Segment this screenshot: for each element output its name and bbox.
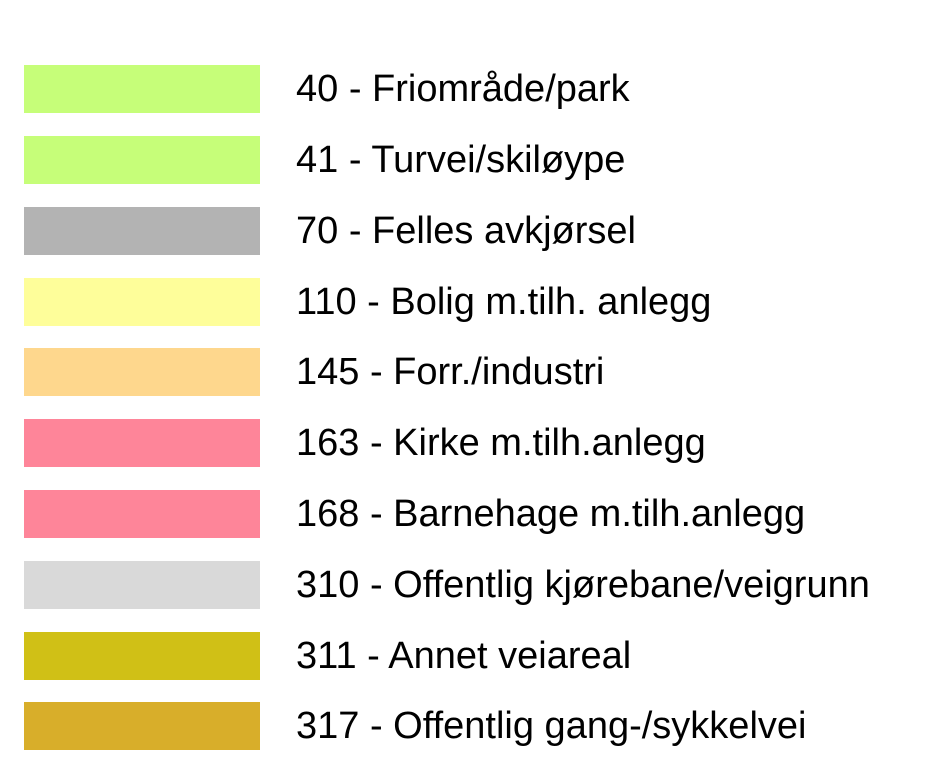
legend-item-forr-industri: 145 - Forr./industri xyxy=(0,348,938,396)
legend-label: 163 - Kirke m.tilh.anlegg xyxy=(296,422,706,464)
legend-item-kirke: 163 - Kirke m.tilh.anlegg xyxy=(0,419,938,467)
legend-label: 41 - Turvei/skiløype xyxy=(296,139,626,181)
legend-item-annet-veiareal: 311 - Annet veiareal xyxy=(0,632,938,680)
legend-swatch xyxy=(24,702,260,750)
legend-swatch xyxy=(24,419,260,467)
legend-swatch xyxy=(24,65,260,113)
legend-swatch xyxy=(24,348,260,396)
legend-item-friomrade-park: 40 - Friområde/park xyxy=(0,65,938,113)
legend-item-gang-sykkelvei: 317 - Offentlig gang-/sykkelvei xyxy=(0,702,938,750)
legend-swatch xyxy=(24,490,260,538)
legend-item-felles-avkjorsel: 70 - Felles avkjørsel xyxy=(0,207,938,255)
legend-label: 168 - Barnehage m.tilh.anlegg xyxy=(296,493,806,535)
legend-item-offentlig-kjorebane: 310 - Offentlig kjørebane/veigrunn xyxy=(0,561,938,609)
legend-swatch xyxy=(24,561,260,609)
legend-label: 145 - Forr./industri xyxy=(296,351,605,393)
legend-label: 311 - Annet veiareal xyxy=(296,635,632,677)
legend-label: 110 - Bolig m.tilh. anlegg xyxy=(296,281,712,323)
legend-swatch xyxy=(24,632,260,680)
legend-item-barnehage: 168 - Barnehage m.tilh.anlegg xyxy=(0,490,938,538)
legend-item-bolig: 110 - Bolig m.tilh. anlegg xyxy=(0,278,938,326)
legend-item-turvei-skiloype: 41 - Turvei/skiløype xyxy=(0,136,938,184)
legend-label: 40 - Friområde/park xyxy=(296,68,630,110)
legend-swatch xyxy=(24,136,260,184)
legend-label: 70 - Felles avkjørsel xyxy=(296,210,636,252)
legend-swatch xyxy=(24,278,260,326)
legend-swatch xyxy=(24,207,260,255)
legend-label: 310 - Offentlig kjørebane/veigrunn xyxy=(296,564,870,606)
legend-label: 317 - Offentlig gang-/sykkelvei xyxy=(296,705,807,747)
